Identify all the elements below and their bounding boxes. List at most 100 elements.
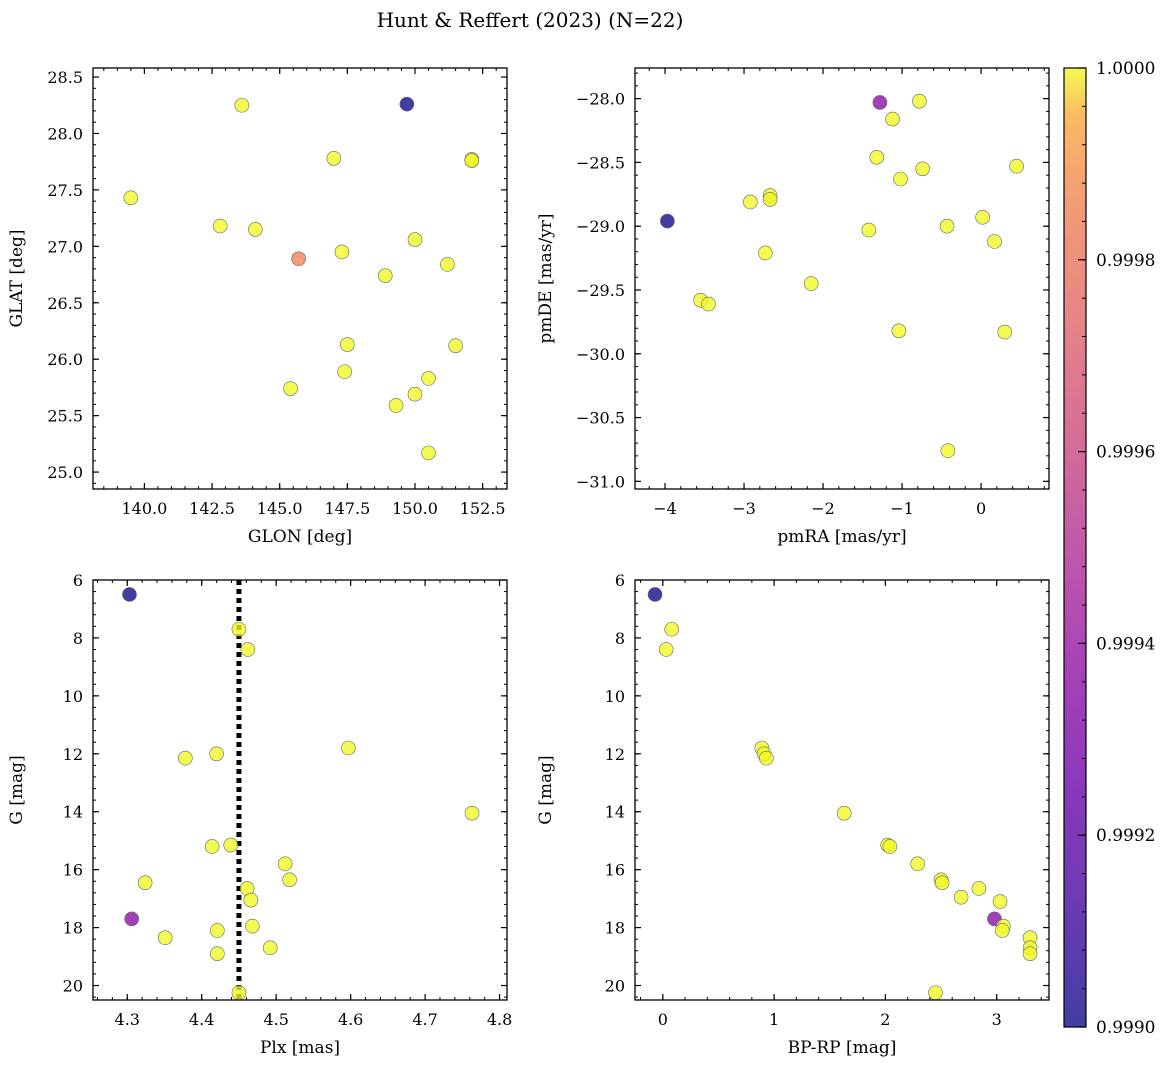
data-point (464, 805, 480, 821)
data-point (940, 443, 956, 459)
plot-area (93, 68, 507, 489)
data-point (664, 621, 680, 637)
data-point (934, 875, 950, 890)
axes-frame (92, 579, 508, 1001)
data-point (975, 209, 990, 225)
colorbar: 0.9990 0.9992 0.9994 0.9996 0.9998 1.0000 (1063, 59, 1155, 1038)
y-tick-label: −29.0 (576, 217, 625, 236)
colorbar-gradient (1064, 68, 1086, 1027)
data-point (204, 839, 220, 854)
y-tick-label: 16 (63, 861, 83, 880)
y-tick-label: 12 (605, 745, 625, 764)
y-tick-label: 26.5 (47, 294, 83, 313)
y-tick-label: −30.0 (576, 345, 625, 364)
data-point (647, 587, 663, 602)
x-tick-label: −4 (653, 499, 677, 518)
data-point (997, 324, 1013, 340)
scatter-points (647, 587, 1038, 1001)
y-tick-label: 18 (605, 919, 625, 938)
data-point (939, 218, 955, 234)
data-point (758, 245, 773, 261)
data-point (861, 222, 877, 238)
x-tick-label: −3 (732, 499, 756, 518)
x-axis-label: pmRA [mas/yr] (777, 527, 906, 547)
data-point (891, 323, 907, 339)
data-point (231, 621, 247, 637)
data-point (869, 150, 885, 165)
x-tick-label: 4.5 (263, 1010, 288, 1029)
x-tick-label: 145.0 (257, 499, 303, 518)
data-point (245, 918, 260, 934)
data-point (223, 837, 239, 853)
plot-area (93, 580, 507, 1000)
data-point (658, 642, 674, 657)
colorbar-tick-label: 0.9992 (1096, 826, 1155, 846)
y-tick-label: −28.0 (576, 90, 625, 109)
colorbar-tick-label: 0.9996 (1096, 443, 1155, 463)
data-point (277, 856, 293, 872)
data-point (701, 296, 716, 312)
y-tick-label: 16 (605, 861, 625, 880)
x-tick-label: 4.4 (189, 1010, 214, 1029)
x-tick-label: 140.0 (122, 499, 168, 518)
y-axis-label: G [mag] (7, 755, 27, 824)
data-point (248, 222, 263, 237)
axes-frame (634, 579, 1050, 1001)
x-tick-label: 4.6 (338, 1010, 363, 1029)
data-point (987, 234, 1002, 249)
data-point (209, 746, 224, 762)
colorbar-tick-label: 0.9998 (1096, 251, 1155, 271)
y-tick-label: 18 (63, 919, 83, 938)
data-point (872, 95, 888, 110)
y-tick-label: 25.5 (47, 407, 83, 426)
data-point (743, 194, 758, 210)
data-point (407, 232, 423, 247)
y-tick-label: 8 (73, 629, 83, 648)
x-tick-label: −2 (811, 499, 835, 518)
x-axis-label: Plx [mas] (260, 1038, 340, 1058)
data-point (953, 889, 969, 905)
x-tick-label: 4.7 (412, 1010, 437, 1029)
scatter-points (660, 93, 1024, 459)
data-point (210, 946, 225, 961)
data-point (440, 257, 455, 272)
data-point (407, 386, 423, 402)
data-point (928, 985, 943, 1001)
y-tick-label: 14 (605, 803, 625, 822)
y-axis-label: G [mag] (536, 755, 556, 824)
data-point (971, 881, 987, 896)
x-tick-label: 142.5 (189, 499, 235, 518)
y-tick-label: −30.5 (576, 409, 625, 428)
y-tick-label: 6 (615, 571, 625, 590)
plot-area (635, 68, 1049, 489)
data-point (340, 337, 355, 352)
data-point (912, 93, 927, 109)
data-point (240, 642, 256, 657)
data-point (262, 940, 278, 956)
data-point (122, 587, 137, 602)
data-point (759, 750, 774, 766)
x-tick-label: −1 (890, 499, 914, 518)
data-point (124, 911, 140, 927)
figure-title: Hunt & Reffert (2023) (N=22) (377, 8, 684, 32)
data-point (464, 153, 480, 168)
data-point (377, 268, 393, 283)
colorbar-tick-label: 0.9990 (1096, 1018, 1155, 1038)
data-point (836, 805, 852, 821)
y-tick-label: 26.0 (47, 350, 83, 369)
plot-area (635, 580, 1049, 1000)
scatter-points (122, 587, 480, 1001)
y-tick-label: 12 (63, 745, 83, 764)
data-point (231, 985, 247, 1001)
x-tick-label: 1 (769, 1010, 779, 1029)
y-tick-label: 14 (63, 803, 83, 822)
x-tick-label: 2 (880, 1010, 890, 1029)
data-point (910, 856, 925, 872)
data-point (282, 872, 297, 888)
data-point (123, 190, 139, 206)
data-point (291, 251, 306, 267)
x-tick-label: 147.5 (324, 499, 370, 518)
x-tick-label: 3 (992, 1010, 1002, 1029)
